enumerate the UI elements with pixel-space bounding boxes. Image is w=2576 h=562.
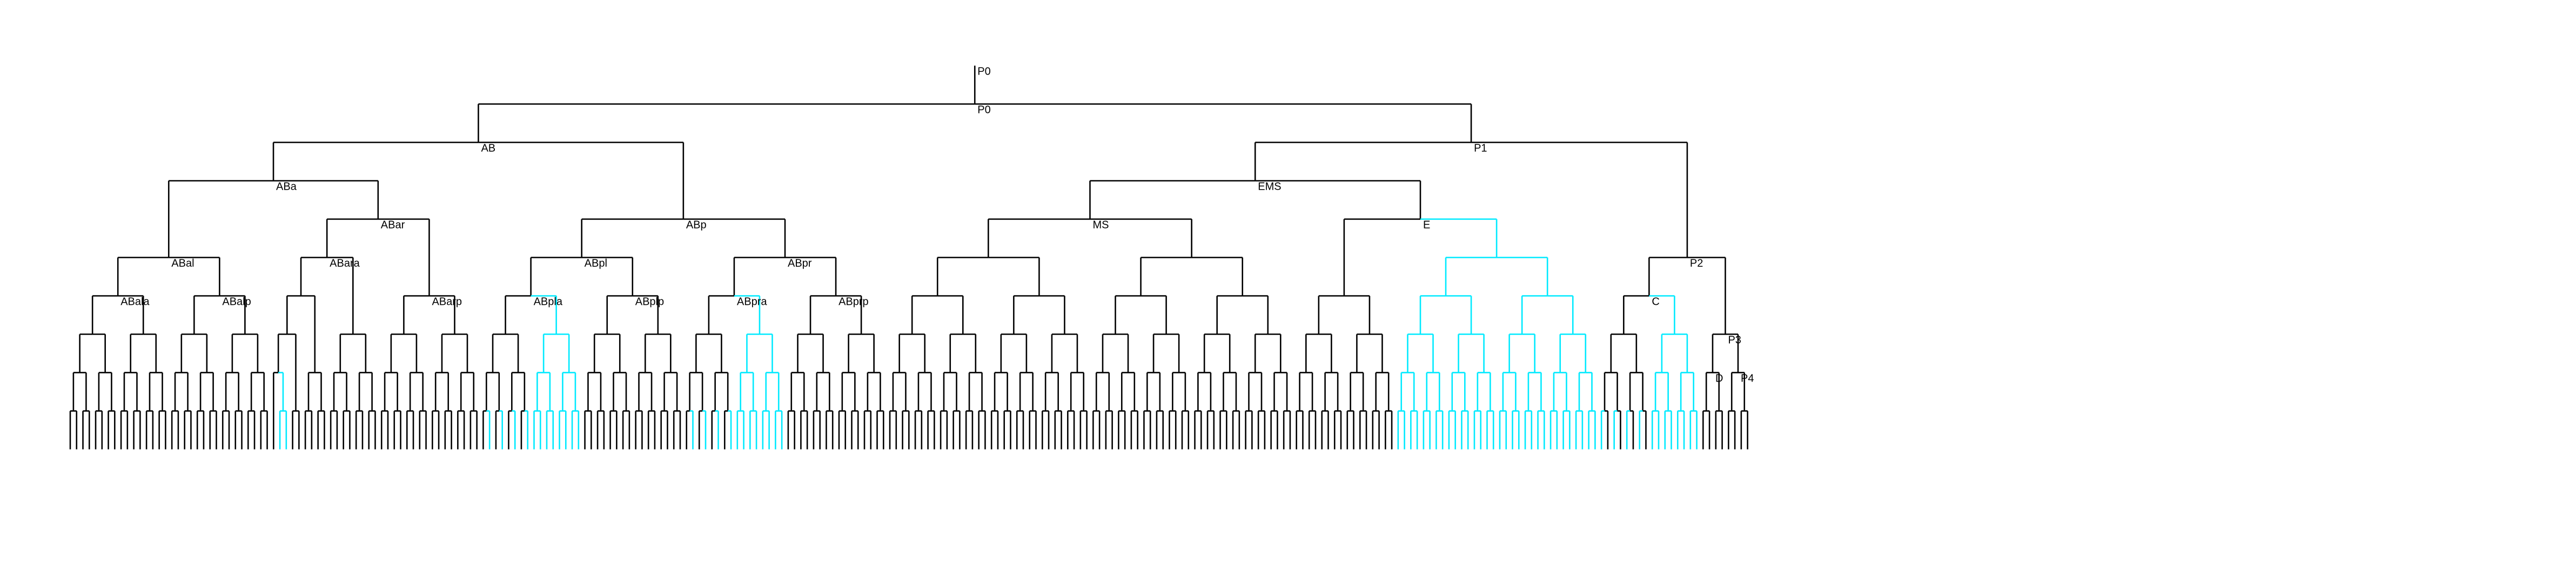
svg-text:EMS: EMS	[1258, 181, 1281, 193]
svg-text:P0: P0	[977, 66, 990, 78]
svg-text:AB: AB	[481, 143, 495, 155]
svg-text:ABara: ABara	[330, 258, 360, 270]
svg-text:MS: MS	[1092, 219, 1109, 231]
svg-text:ABala: ABala	[120, 296, 150, 308]
svg-text:ABprp: ABprp	[838, 296, 869, 308]
svg-text:ABarp: ABarp	[432, 296, 462, 308]
svg-text:C: C	[1652, 296, 1659, 308]
svg-text:ABp: ABp	[686, 219, 707, 231]
svg-text:ABa: ABa	[276, 181, 297, 193]
svg-text:ABar: ABar	[381, 219, 405, 231]
svg-text:E: E	[1423, 219, 1430, 231]
svg-text:P0: P0	[977, 104, 990, 116]
svg-text:P3: P3	[1728, 334, 1741, 346]
svg-text:ABalp: ABalp	[222, 296, 251, 308]
svg-text:ABpr: ABpr	[788, 258, 812, 270]
svg-text:ABplp: ABplp	[635, 296, 664, 308]
svg-text:ABpra: ABpra	[737, 296, 767, 308]
svg-text:P2: P2	[1690, 258, 1703, 270]
svg-text:ABpl: ABpl	[585, 258, 607, 270]
svg-text:D: D	[1715, 373, 1723, 385]
svg-text:P1: P1	[1474, 143, 1487, 155]
svg-text:ABpla: ABpla	[534, 296, 563, 308]
svg-text:ABal: ABal	[171, 258, 194, 270]
svg-text:P4: P4	[1741, 373, 1754, 385]
